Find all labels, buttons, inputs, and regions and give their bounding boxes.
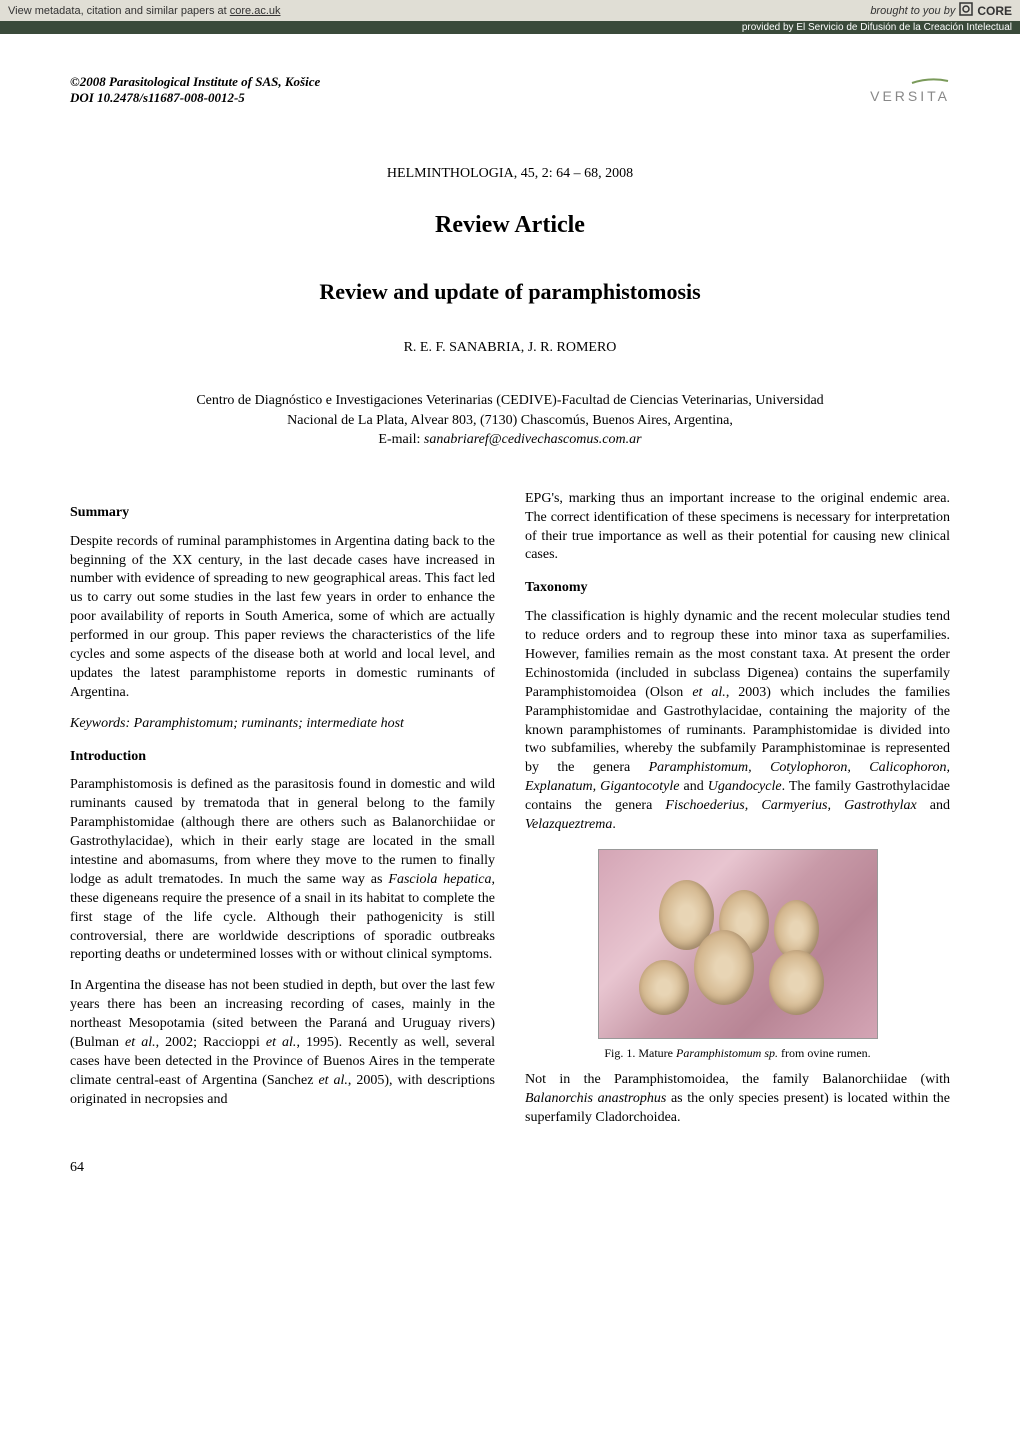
etal-3: et al.: [318, 1073, 347, 1088]
keywords-text: : Paramphistomum; ruminants; intermediat…: [125, 716, 403, 731]
two-column-body: Summary Despite records of ruminal param…: [70, 490, 950, 1140]
provider-banner: provided by El Servicio de Difusión de l…: [0, 21, 1020, 34]
email-address: sanabriaref@cedivechascomus.com.ar: [424, 432, 642, 447]
summary-text: Despite records of ruminal paramphistome…: [70, 533, 495, 703]
publisher-logo-wrap: VERSITA: [870, 74, 950, 104]
intro-paragraph-1: Paramphistomosis is defined as the paras…: [70, 776, 495, 965]
figure-1-caption: Fig. 1. Mature Paramphistomum sp. from o…: [525, 1045, 950, 1061]
taxonomy-paragraph-1: The classification is highly dynamic and…: [525, 608, 950, 835]
tax-p2-pre: Not in the Paramphistomoidea, the family…: [525, 1072, 950, 1087]
tax-and1: and: [679, 779, 707, 794]
copyright-line: ©2008 Parasitological Institute of SAS, …: [70, 74, 320, 90]
taxonomy-paragraph-2: Not in the Paramphistomoidea, the family…: [525, 1071, 950, 1128]
introduction-heading: Introduction: [70, 748, 495, 767]
provider-prefix: provided by: [742, 22, 794, 33]
core-link[interactable]: core.ac.uk: [230, 5, 281, 17]
fasciola-italic: Fasciola hepatica: [388, 872, 491, 887]
tax-and2: and: [917, 798, 950, 813]
genera-3: Fischoederius, Carmyerius, Gastrothylax: [665, 798, 916, 813]
provider-name[interactable]: El Servicio de Difusión de la Creación I…: [796, 22, 1012, 33]
email-label: E-mail:: [378, 432, 424, 447]
journal-volume-pages: , 45, 2: 64 – 68, 2008: [514, 166, 633, 181]
taxonomy-heading: Taxonomy: [525, 579, 950, 598]
core-metadata-text: View metadata, citation and similar pape…: [8, 5, 230, 17]
article-title: Review and update of paramphistomosis: [70, 279, 950, 305]
core-brought-by: brought to you by: [870, 5, 955, 17]
keywords-line: Keywords: Paramphistomum; ruminants; int…: [70, 715, 495, 734]
figure-blob: [769, 950, 824, 1015]
authors: R. E. F. SANABRIA, J. R. ROMERO: [70, 340, 950, 356]
figure-blob: [639, 960, 689, 1015]
fig-species: Paramphistomum sp.: [676, 1046, 778, 1060]
balanorchis-italic: Balanorchis anastrophus: [525, 1091, 666, 1106]
col2-continuation: EPG's, marking thus an important increas…: [525, 490, 950, 566]
summary-heading: Summary: [70, 504, 495, 523]
page-content: ©2008 Parasitological Institute of SAS, …: [0, 34, 1020, 1216]
intro-p1-pre: Paramphistomosis is defined as the paras…: [70, 777, 495, 886]
genera-4: Velazqueztrema: [525, 817, 612, 832]
core-logo-text: CORE: [977, 4, 1012, 18]
core-right: brought to you by CORE: [870, 2, 1012, 19]
doi-line: DOI 10.2478/s11687-008-0012-5: [70, 90, 320, 106]
affiliation-line1: Centro de Diagnóstico e Investigaciones …: [70, 391, 950, 411]
email-line: E-mail: sanabriaref@cedivechascomus.com.…: [70, 430, 950, 450]
core-icon: [959, 2, 973, 19]
affiliation: Centro de Diagnóstico e Investigaciones …: [70, 391, 950, 450]
journal-name: HELMINTHOLOGIA: [387, 166, 514, 181]
etal-4: et al.: [692, 685, 726, 700]
right-column: EPG's, marking thus an important increas…: [525, 490, 950, 1140]
top-meta: ©2008 Parasitological Institute of SAS, …: [70, 74, 950, 106]
etal-1: et al.: [125, 1035, 156, 1050]
figure-1-wrap: Fig. 1. Mature Paramphistomum sp. from o…: [525, 849, 950, 1061]
keywords-label: Keywords: [70, 716, 125, 731]
copyright-doi-block: ©2008 Parasitological Institute of SAS, …: [70, 74, 320, 106]
page-number: 64: [70, 1160, 950, 1176]
left-column: Summary Despite records of ruminal param…: [70, 490, 495, 1140]
figure-blob: [694, 930, 754, 1005]
intro-p2-mid: , 2002; Raccioppi: [156, 1035, 266, 1050]
fig-label: Fig. 1. Mature: [604, 1046, 676, 1060]
affiliation-line2: Nacional de La Plata, Alvear 803, (7130)…: [70, 411, 950, 431]
article-type: Review Article: [70, 212, 950, 239]
core-banner: View metadata, citation and similar pape…: [0, 0, 1020, 21]
journal-citation: HELMINTHOLOGIA, 45, 2: 64 – 68, 2008: [70, 166, 950, 182]
versita-logo-text: VERSITA: [870, 88, 950, 104]
genera-2: Ugandocycle: [708, 779, 782, 794]
tax-p1-post: .: [612, 817, 616, 832]
fig-caption-post: from ovine rumen.: [778, 1046, 871, 1060]
figure-1-image: [598, 849, 878, 1039]
etal-2: et al.: [266, 1035, 297, 1050]
core-metadata-link-wrap: View metadata, citation and similar pape…: [8, 5, 281, 17]
intro-paragraph-2: In Argentina the disease has not been st…: [70, 977, 495, 1109]
